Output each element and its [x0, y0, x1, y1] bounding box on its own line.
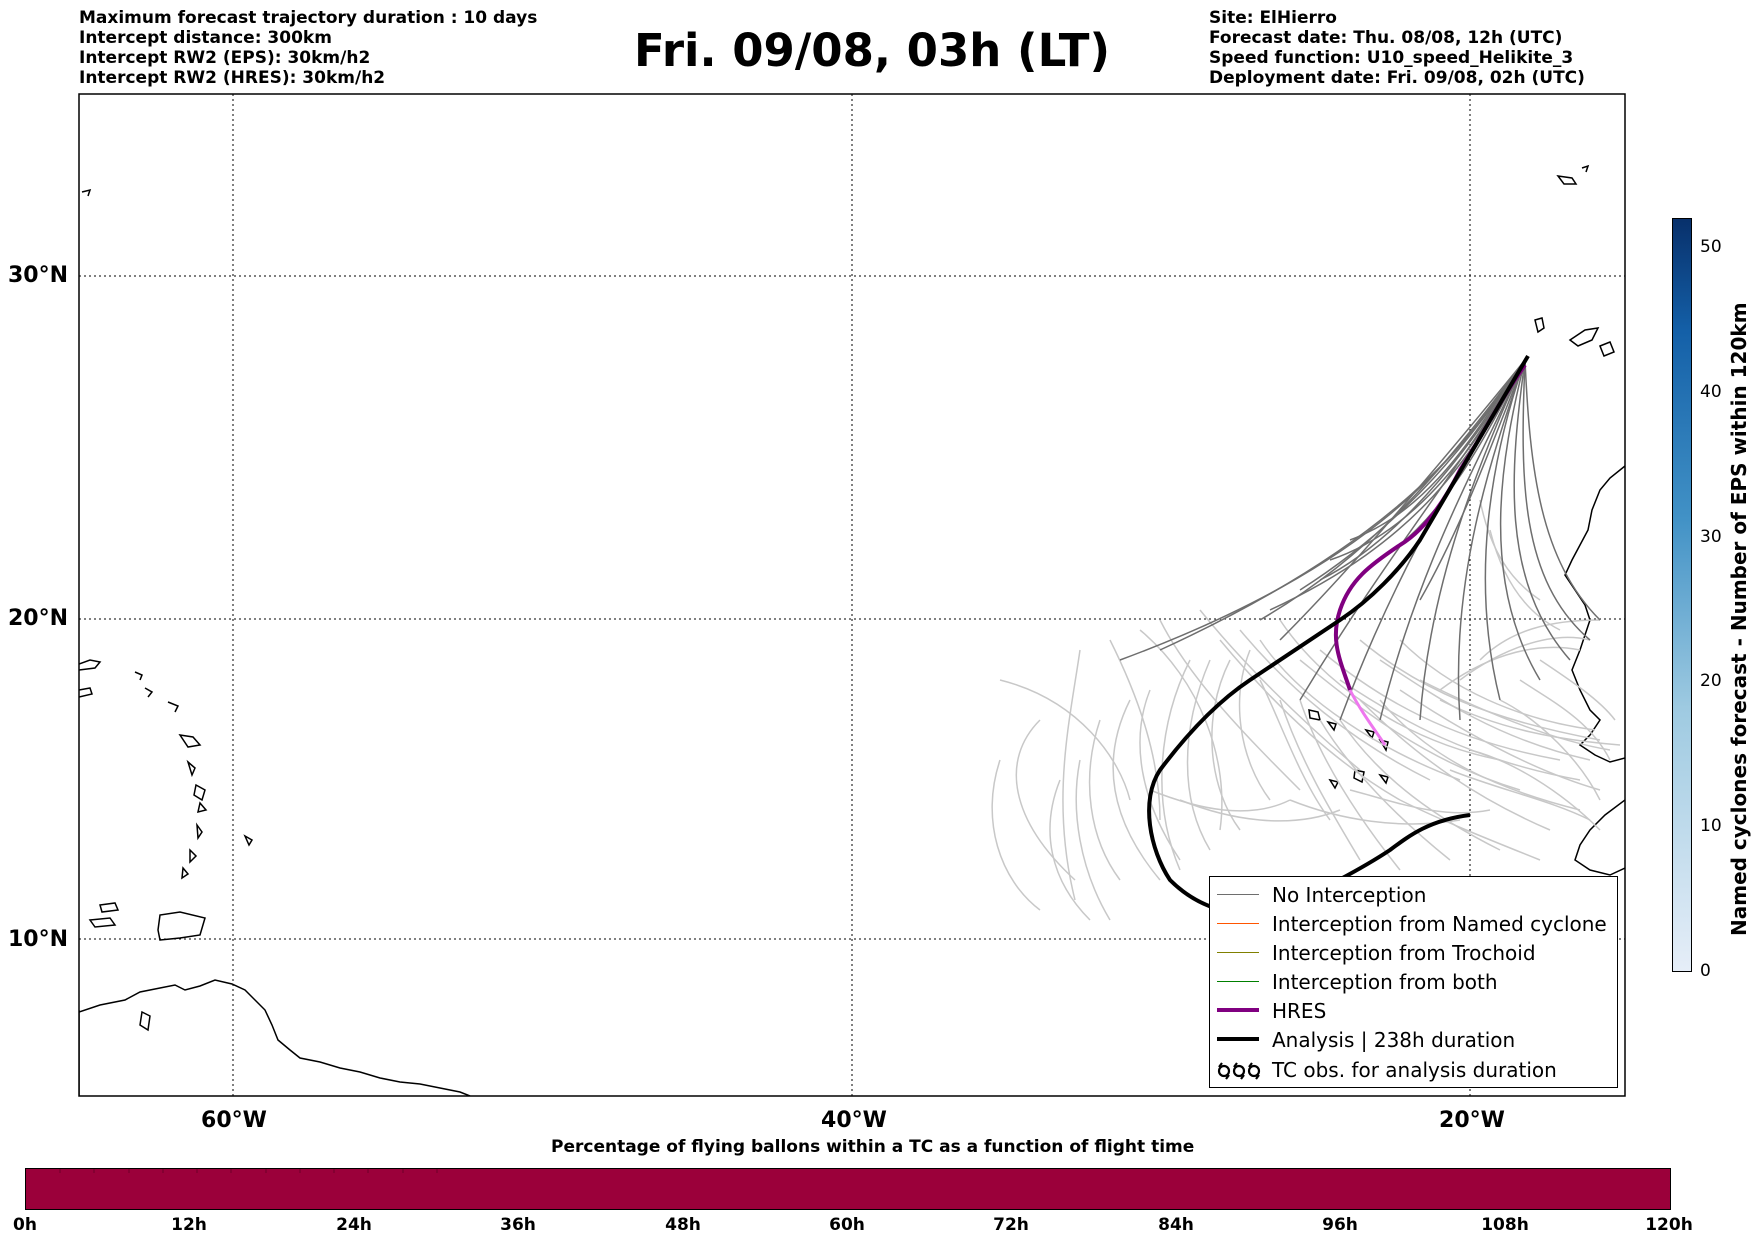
time-tick: 120h — [1645, 1215, 1693, 1235]
coast-caribbean-b — [134, 671, 143, 681]
cyclone-symbols-icon — [1217, 1062, 1261, 1080]
coast-caribbean-o — [139, 1010, 151, 1032]
header-left-line: Intercept RW2 (EPS): 30km/h2 — [79, 48, 371, 68]
coastlines — [79, 164, 1625, 1096]
coast-cape-verde-b — [1326, 720, 1337, 732]
legend-item-tc-obs: TC obs. for analysis duration — [1210, 1056, 1615, 1084]
coast-caribbean-a — [79, 687, 93, 698]
header-right-line: Deployment date: Fri. 09/08, 02h (UTC) — [1209, 68, 1585, 88]
legend: No Interception Interception from Named … — [1209, 876, 1618, 1088]
eps-trajectories-early — [1119, 359, 1601, 721]
coast-caribbean-g — [193, 783, 206, 802]
time-bar-title: Percentage of flying ballons within a TC… — [551, 1137, 1195, 1157]
legend-item-analysis: Analysis | 238h duration — [1210, 1026, 1615, 1054]
lon-label-40w: 40°W — [821, 1108, 887, 1133]
coast-madeira — [1534, 317, 1545, 334]
coast-azores — [1556, 175, 1578, 185]
colorbar-tick: 20 — [1700, 671, 1722, 691]
legend-label: No Interception — [1272, 883, 1427, 907]
time-tick: 84h — [1158, 1215, 1194, 1235]
coast-caribbean-j — [189, 848, 198, 864]
legend-label: Interception from Named cyclone — [1272, 912, 1607, 936]
legend-item-hres: HRES — [1210, 997, 1615, 1025]
time-tick: 24h — [336, 1215, 372, 1235]
coast-caribbean-n — [88, 917, 117, 928]
colorbar-tick: 0 — [1700, 961, 1711, 981]
coast-caribbean-k — [181, 866, 190, 880]
time-tick: 48h — [665, 1215, 701, 1235]
legend-line — [1217, 952, 1259, 953]
coast-cape-verde-f — [1353, 769, 1365, 784]
time-tick: 72h — [993, 1215, 1029, 1235]
legend-item-no-interception: No Interception — [1210, 881, 1615, 909]
colorbar-title: Named cyclones forecast - Number of EPS … — [1727, 302, 1751, 936]
time-tick: 60h — [829, 1215, 865, 1235]
time-tick: 36h — [500, 1215, 536, 1235]
hres-trajectory-tail — [1348, 689, 1387, 746]
coast-caribbean-m — [99, 902, 120, 913]
header-right-line: Speed function: U10_speed_Helikite_3 — [1209, 48, 1574, 68]
coast-canary-a — [1568, 327, 1600, 347]
header-left-line: Maximum forecast trajectory duration : 1… — [79, 8, 538, 28]
lat-label-20n: 20°N — [8, 606, 69, 631]
page-title: Fri. 09/08, 03h (LT) — [634, 24, 1111, 77]
coast-caribbean-f — [186, 759, 196, 778]
coast-cape-verde-e — [1328, 778, 1340, 790]
colorbar-tick: 40 — [1700, 382, 1722, 402]
lon-label-20w: 20°W — [1439, 1108, 1505, 1133]
time-tick: 108h — [1481, 1215, 1529, 1235]
legend-line — [1217, 1037, 1259, 1041]
coast-caribbean-l — [243, 834, 254, 847]
coast-africa-south — [1574, 799, 1625, 876]
legend-line — [1217, 894, 1259, 895]
legend-item-both: Interception from both — [1210, 968, 1615, 996]
header-right: Site: ElHierro Forecast date: Thu. 08/08… — [1209, 8, 1585, 88]
coast-cape-verde-c — [1364, 728, 1375, 740]
legend-label: HRES — [1272, 999, 1327, 1023]
legend-line — [1217, 981, 1259, 982]
legend-label: Interception from Trochoid — [1272, 941, 1536, 965]
header-left-line: Intercept RW2 (HRES): 30km/h2 — [79, 68, 386, 88]
coast-caribbean-c — [144, 687, 154, 698]
legend-line — [1217, 1008, 1259, 1012]
coast-atlantic-islet — [81, 188, 92, 197]
time-bar — [25, 1168, 1671, 1210]
coast-caribbean-d — [167, 701, 180, 713]
colorbar-tick: 10 — [1700, 816, 1722, 836]
coast-africa — [1564, 465, 1625, 763]
coast-trinidad — [157, 911, 206, 941]
coast-caribbean-top — [79, 659, 102, 671]
header-left: Maximum forecast trajectory duration : 1… — [79, 8, 537, 88]
coast-cape-verde-g — [1378, 773, 1389, 785]
time-tick: 96h — [1322, 1215, 1358, 1235]
colorbar-tick: 30 — [1700, 527, 1722, 547]
legend-label: TC obs. for analysis duration — [1272, 1058, 1557, 1082]
lon-label-60w: 60°W — [201, 1108, 267, 1133]
legend-item-named-cyclone: Interception from Named cyclone — [1210, 910, 1615, 938]
coast-south-america — [79, 979, 471, 1096]
colorbar-tick: 50 — [1700, 237, 1722, 257]
lat-label-10n: 10°N — [8, 927, 69, 952]
legend-label: Analysis | 238h duration — [1272, 1028, 1516, 1052]
coast-azores-b — [1581, 164, 1590, 173]
eps-trajectories-late — [991, 499, 1621, 921]
header-right-line: Site: ElHierro — [1209, 8, 1337, 28]
coast-caribbean-i — [196, 822, 203, 841]
legend-label: Interception from both — [1272, 970, 1498, 994]
header-left-line: Intercept distance: 300km — [79, 28, 332, 48]
coast-caribbean-h — [197, 801, 208, 814]
legend-item-trochoid: Interception from Trochoid — [1210, 939, 1615, 967]
colorbar — [1672, 218, 1692, 972]
header-right-line: Forecast date: Thu. 08/08, 12h (UTC) — [1209, 28, 1563, 48]
legend-line — [1217, 923, 1259, 924]
lat-label-30n: 30°N — [8, 263, 69, 288]
coast-caribbean-e — [178, 733, 202, 748]
time-tick: 0h — [13, 1215, 37, 1235]
coast-canary-b — [1599, 341, 1615, 357]
time-tick: 12h — [171, 1215, 207, 1235]
